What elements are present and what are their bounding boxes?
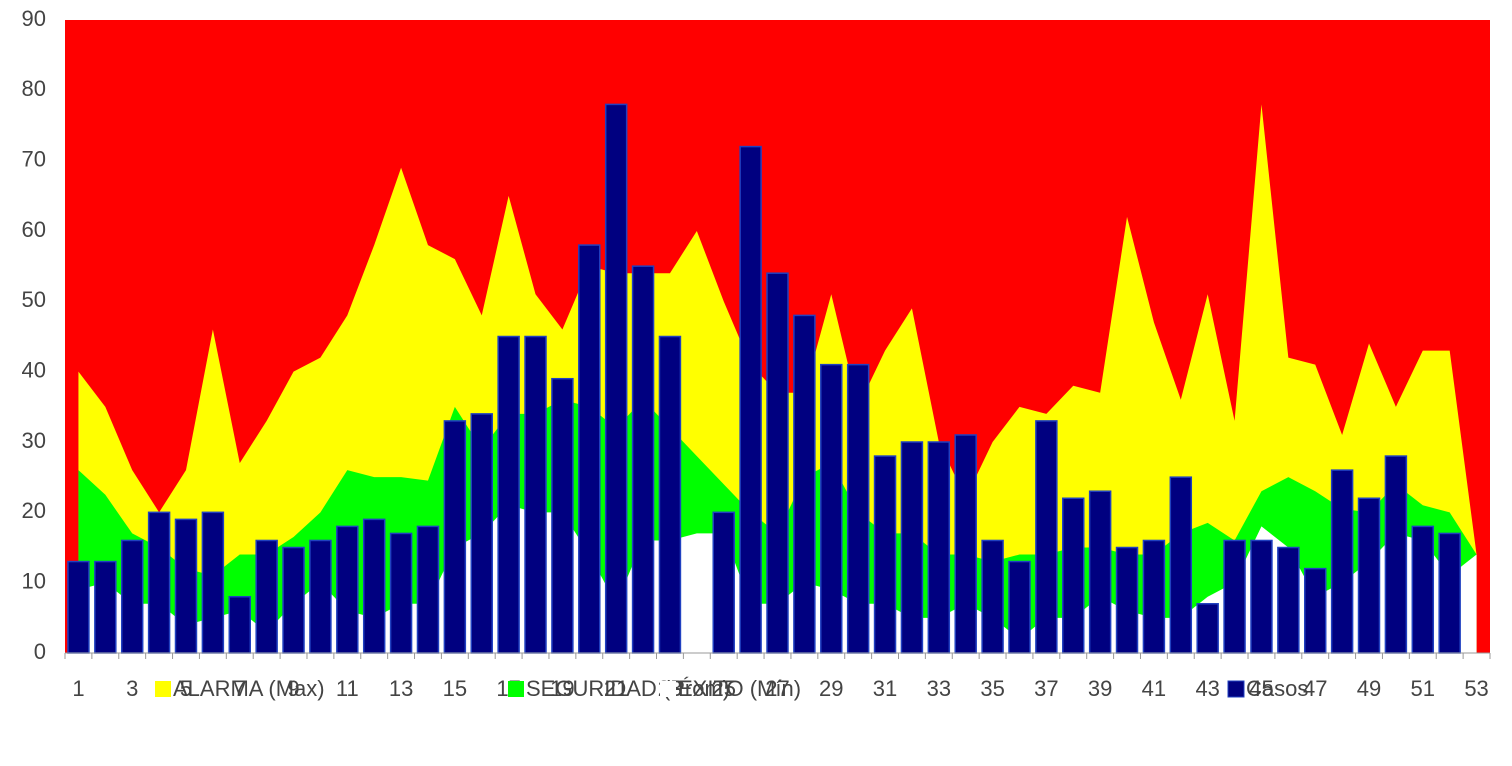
y-tick-label: 30: [22, 428, 46, 453]
bar: [1115, 546, 1139, 654]
bar: [443, 420, 467, 654]
bar: [739, 145, 762, 654]
x-tick-label: 51: [1411, 676, 1435, 701]
bar: [1330, 469, 1354, 654]
bar: [604, 103, 628, 654]
bar: [147, 511, 171, 654]
bar: [94, 560, 117, 654]
legend-swatch: [155, 681, 171, 697]
bar: [981, 539, 1004, 654]
legend-swatch: [1227, 680, 1245, 698]
bar: [1438, 532, 1461, 654]
bar: [1411, 525, 1435, 654]
x-tick-label: 1: [72, 676, 84, 701]
x-tick-label: 29: [819, 676, 843, 701]
legend-swatch: [508, 681, 524, 697]
y-tick-label: 10: [22, 568, 46, 593]
bar: [1062, 497, 1085, 654]
bar: [631, 265, 655, 654]
bar: [712, 511, 735, 654]
bar: [551, 377, 574, 654]
x-tick-label: 41: [1142, 676, 1166, 701]
bar: [1250, 539, 1273, 654]
x-tick-label: 45: [1249, 676, 1273, 701]
x-tick-label: 49: [1357, 676, 1381, 701]
bar: [201, 511, 225, 654]
bar: [578, 244, 601, 654]
x-tick-label: 31: [873, 676, 897, 701]
bar: [793, 314, 816, 654]
x-tick-label: 35: [980, 676, 1004, 701]
x-tick-label: 53: [1464, 676, 1488, 701]
y-tick-label: 80: [22, 76, 46, 101]
bar: [336, 525, 359, 654]
bar: [1142, 539, 1166, 654]
y-tick-label: 50: [22, 287, 46, 312]
x-tick-label: 37: [1034, 676, 1058, 701]
bar: [820, 363, 843, 654]
bar: [282, 546, 305, 654]
bar: [309, 539, 332, 654]
y-tick-label: 40: [22, 357, 46, 382]
bar: [228, 595, 252, 654]
x-tick-label: 43: [1195, 676, 1219, 701]
x-tick-label: 21: [604, 676, 628, 701]
bar: [470, 413, 493, 654]
bar: [1196, 603, 1219, 654]
y-tick-label: 90: [22, 6, 46, 31]
bar: [1223, 539, 1246, 654]
bar: [389, 532, 413, 654]
y-tick-label: 20: [22, 498, 46, 523]
x-tick-label: 3: [126, 676, 138, 701]
x-tick-label: 5: [180, 676, 192, 701]
x-tick-label: 9: [287, 676, 299, 701]
x-tick-label: 25: [711, 676, 735, 701]
y-tick-label: 70: [22, 146, 46, 171]
bar: [1008, 560, 1031, 654]
bar: [524, 335, 547, 654]
bar: [846, 363, 870, 654]
bar: [497, 335, 520, 654]
bar: [174, 518, 198, 654]
x-tick-label: 47: [1303, 676, 1327, 701]
legend-label: SEGURIDAD (Prom): [526, 676, 730, 701]
bar: [1277, 546, 1300, 654]
bar: [255, 539, 278, 654]
x-tick-label: 39: [1088, 676, 1112, 701]
x-tick-label: 27: [765, 676, 789, 701]
legend-swatch: [660, 681, 676, 697]
y-tick-label: 60: [22, 217, 46, 242]
bar: [1088, 490, 1112, 654]
x-tick-label: 11: [336, 676, 359, 701]
bar: [766, 272, 789, 654]
bar: [658, 335, 682, 654]
bar: [67, 560, 90, 654]
bar: [1035, 420, 1058, 654]
bar: [1357, 497, 1381, 654]
bar: [120, 539, 144, 654]
y-tick-label: 0: [34, 639, 46, 664]
bar: [362, 518, 386, 654]
bar: [1384, 455, 1408, 654]
bar: [416, 525, 440, 654]
bar: [873, 455, 897, 654]
bar: [900, 441, 924, 654]
x-tick-label: 15: [443, 676, 467, 701]
bar: [927, 441, 951, 654]
legend-label: ALARMA (Max): [173, 676, 325, 701]
legend-label: Casos: [1246, 676, 1308, 701]
legend-label: ÉXITO (Mín): [678, 676, 801, 701]
bar: [954, 434, 977, 654]
bar: [1169, 476, 1193, 654]
x-tick-label: 7: [234, 676, 246, 701]
x-tick-label: 19: [550, 676, 574, 701]
x-tick-label: 33: [927, 676, 951, 701]
bar: [1304, 567, 1327, 654]
x-tick-label: 13: [389, 676, 413, 701]
